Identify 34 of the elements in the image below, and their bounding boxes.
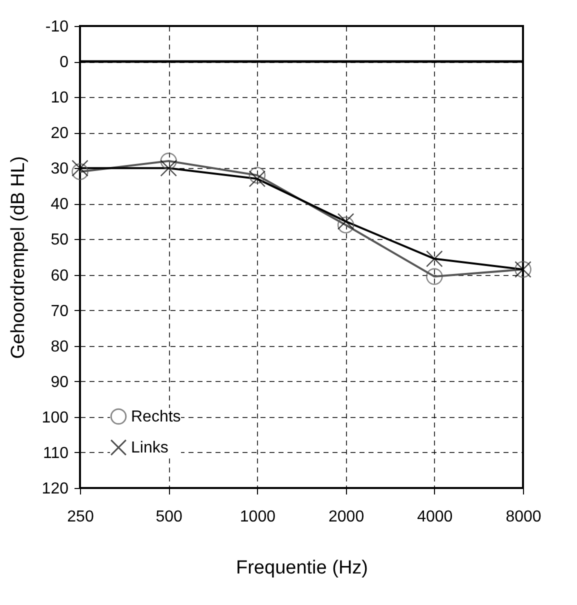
point — [337, 216, 354, 234]
x-tick-label: 1000 — [240, 508, 276, 526]
y-tick-label: 70 — [50, 302, 69, 320]
point — [72, 160, 88, 177]
x-tick-label: 500 — [156, 508, 183, 526]
y-tick-label: 0 — [60, 54, 69, 72]
point — [248, 170, 266, 188]
y-tick-label: 90 — [50, 374, 69, 391]
y-tick-label: 120 — [42, 480, 69, 498]
x-tick-label: 2000 — [328, 508, 364, 526]
y-tick-label: 40 — [50, 196, 69, 214]
x-tick-label: 8000 — [506, 508, 542, 526]
y-tick-label: 30 — [50, 160, 69, 178]
point — [248, 166, 266, 184]
y-tick-label: 60 — [50, 267, 69, 284]
y-tick-label: 20 — [50, 125, 69, 142]
x-axis-title: Frequentie (Hz) — [236, 558, 368, 578]
point — [72, 163, 88, 180]
point — [160, 160, 177, 177]
legend-label: Links — [131, 440, 168, 456]
y-axis-title: Gehoordrempel (dB HL) — [8, 156, 29, 359]
legend-label: Rechts — [131, 408, 181, 426]
point — [337, 213, 354, 230]
x-tick-label: 4000 — [417, 508, 453, 526]
y-tick-label: 10 — [50, 90, 69, 107]
y-tick-label: 100 — [42, 409, 69, 426]
y-tick-label: 110 — [42, 444, 69, 462]
y-tick-label: 50 — [50, 232, 69, 249]
y-tick-label: -10 — [45, 18, 69, 36]
x-tick-label: 250 — [67, 508, 94, 526]
point — [160, 152, 177, 170]
y-tick-label: 80 — [50, 338, 69, 356]
point — [426, 250, 443, 268]
point — [426, 268, 443, 285]
